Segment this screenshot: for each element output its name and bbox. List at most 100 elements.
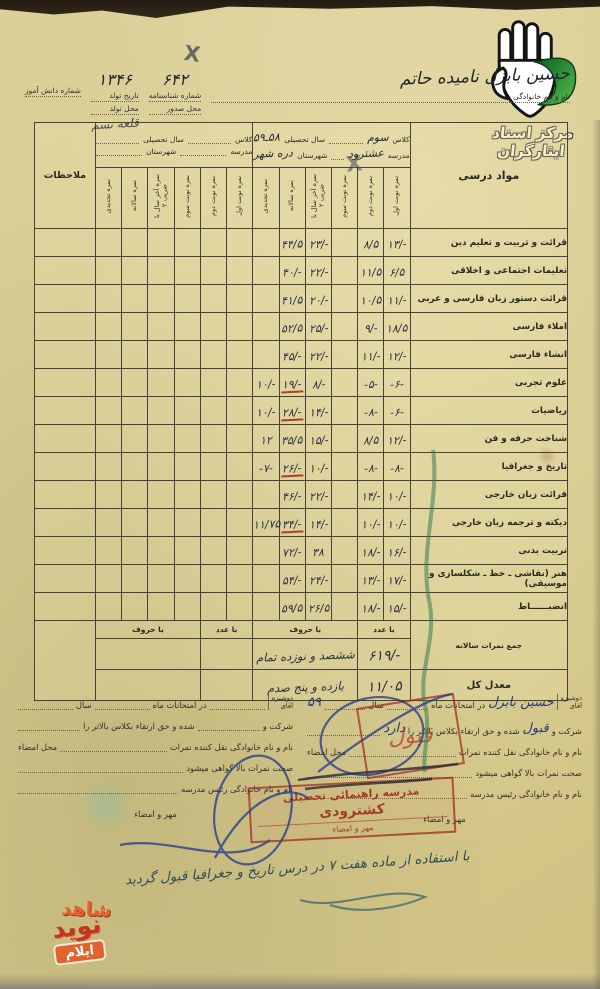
grade-cell: ۱۰/- bbox=[252, 396, 280, 425]
score-column-header: نمره سالانه bbox=[121, 167, 149, 229]
grade-cell: ۳۸ bbox=[304, 536, 333, 565]
grade-cell: ۴۵/- bbox=[278, 340, 306, 369]
score-columns-row: نمره نوبت اول نمره نوبت دوم نمره نوبت سوم ن… bbox=[35, 167, 568, 229]
grade-cell-empty bbox=[94, 592, 123, 621]
grade-cell: ۱۰/- bbox=[383, 480, 411, 509]
certify-text: صحت نمرات بالا گواهی میشود bbox=[186, 763, 293, 774]
grade-cell: ۲۶/- bbox=[278, 452, 306, 481]
grade-cell bbox=[330, 592, 359, 621]
grade-cell-empty bbox=[199, 480, 228, 509]
grade-cell bbox=[330, 340, 359, 369]
subject-name: شناخت حرفه و فن bbox=[409, 424, 569, 453]
grade-cell-empty bbox=[199, 564, 228, 593]
subjects-header: مواد درسی bbox=[409, 122, 569, 229]
grade-cell-empty bbox=[173, 424, 201, 453]
subject-row: تعلیمات اجتماعی و اخلاقی ۶/۵ ۱۱/۵ ۲۲/- ۴۰/- bbox=[34, 256, 569, 285]
left-class-info: کلاس سال تحصیلی مدرسه شهرستان bbox=[94, 122, 254, 168]
score-column-header: نمره نوبت دوم bbox=[357, 167, 385, 229]
grade-cell-empty bbox=[147, 536, 175, 565]
remarks-cell bbox=[34, 508, 96, 537]
grade-cell-empty bbox=[94, 396, 123, 425]
grade-cell: ۱۴/- bbox=[304, 396, 333, 425]
grade-cell-empty bbox=[173, 284, 201, 313]
grade-cell-empty bbox=[94, 228, 123, 257]
principal-text: نام و نام خانوادگی رئیس مدرسه bbox=[470, 789, 582, 800]
transcriber-text: نام و نام خانوادگی نقل کننده نمرات bbox=[169, 742, 293, 753]
grade-cell-empty bbox=[147, 256, 175, 285]
birth-group: ۱۳۴۶ تاریخ تولد محل تولد قلعه تسم bbox=[91, 70, 139, 132]
grade-cell-empty bbox=[121, 228, 149, 257]
exam-year-value: ۵۹ bbox=[306, 695, 321, 711]
grade-cell bbox=[330, 564, 359, 593]
grade-cell: -۶- bbox=[383, 396, 411, 425]
school-value: عشترود bbox=[347, 146, 384, 161]
navid-shahed-logo: شاهد نوید ایلام bbox=[19, 892, 136, 968]
grade-cell: ۴۴/۵ bbox=[278, 228, 306, 257]
seal-text: مهر و امضاء bbox=[134, 809, 177, 820]
grade-cell-empty bbox=[147, 592, 175, 621]
grade-cell: ۴۶/- bbox=[278, 480, 306, 509]
grade-cell: -۸- bbox=[357, 396, 385, 425]
signature-place-label: محل امضاء bbox=[307, 747, 347, 758]
grade-cell: ۱۱/۵ bbox=[357, 256, 385, 285]
seal-text: مهر و امضاء bbox=[423, 814, 466, 825]
subject-name: انشاء فارسی bbox=[409, 340, 569, 369]
grade-cell: ۱۵/- bbox=[383, 592, 411, 621]
grade-cell-empty bbox=[147, 480, 175, 509]
grade-cell bbox=[252, 592, 280, 621]
grade-cell: ۱۷/- bbox=[383, 564, 411, 593]
subject-name: علوم تجربی bbox=[409, 368, 569, 397]
student-name-group: حسین بابزل نامیده حاتم نام و نام خانوادگ… bbox=[211, 64, 570, 103]
brand-region: ایلام bbox=[54, 940, 106, 964]
remarks-cell bbox=[34, 452, 96, 481]
grade-cell: ۱۸/- bbox=[357, 536, 385, 565]
grade-cell-empty bbox=[199, 452, 228, 481]
grade-cell: ۱۱/- bbox=[357, 340, 385, 369]
grade-cell: ۶/۵ bbox=[383, 256, 411, 285]
totals-subheader-row: جمع نمرات سالانه با عدد با حروف با عدد ب… bbox=[34, 620, 569, 701]
grade-cell-empty bbox=[173, 312, 201, 341]
grade-cell: ۸/۵ bbox=[357, 424, 385, 453]
in-words-label: با حروف bbox=[94, 620, 201, 639]
grade-cell-empty bbox=[226, 564, 254, 593]
grade-cell bbox=[330, 256, 359, 285]
participation-prefix: شرکت و bbox=[262, 721, 293, 732]
grade-cell bbox=[330, 508, 359, 537]
subject-row: هنر (نقاشی ـ خط ـ شکلسازی و موسیقی) ۱۷/- ۱… bbox=[34, 564, 569, 593]
grade-cell-empty bbox=[226, 396, 254, 425]
grade-cell-empty bbox=[199, 592, 228, 621]
grade-cell-empty bbox=[121, 508, 149, 537]
id-number-value: ۶۴۲ bbox=[162, 70, 188, 89]
student-header-fields: حسین بابزل نامیده حاتم نام و نام خانوادگ… bbox=[25, 64, 570, 132]
remarks-cell bbox=[34, 312, 96, 341]
grade-cell-empty bbox=[147, 284, 175, 313]
subject-name: ریاضیات bbox=[409, 396, 569, 425]
subject-row: املاء فارسی ۱۸/۵ ۹/- ۲۵/- ۵۲/۵ bbox=[34, 312, 569, 341]
grade-cell-empty bbox=[173, 592, 201, 621]
grade-cell-empty bbox=[94, 368, 123, 397]
subject-name: تاریخ و جغرافیا bbox=[409, 452, 569, 481]
examinee-name-value: حسین بابزل bbox=[488, 695, 554, 711]
grade-cell-empty bbox=[226, 228, 254, 257]
grade-cell: ۱۸/۵ bbox=[383, 312, 411, 341]
score-column-header: نمره نوبت سوم bbox=[330, 167, 359, 229]
grade-cell bbox=[252, 480, 280, 509]
grade-cell: -۵- bbox=[357, 368, 385, 397]
grade-cell bbox=[330, 284, 359, 313]
handwritten-note: با استفاده از ماده هفت ۷ در درس تاریخ و … bbox=[124, 848, 471, 889]
grade-cell: ۲۲/- bbox=[304, 340, 333, 369]
subject-name: قرائت و تربیت و تعلیم دین bbox=[409, 228, 569, 257]
grade-cell-empty bbox=[226, 424, 254, 453]
subject-row: دیکته و ترجمه زبان خارجی ۱۰/- ۱۰/- ۱۴/- ۳۴/-… bbox=[34, 508, 569, 537]
grade-cell-empty bbox=[94, 424, 123, 453]
participation-prefix: شرکت و bbox=[551, 726, 582, 737]
student-number-label: شماره دانش آموز bbox=[25, 86, 81, 97]
grade-cell: ۲۵/- bbox=[304, 312, 333, 341]
grade-cell: ۵۴/- bbox=[278, 564, 306, 593]
grade-cell-empty bbox=[121, 368, 149, 397]
grade-cell: ۳۵/۵ bbox=[278, 424, 306, 453]
grade-cell bbox=[252, 228, 280, 257]
grade-cell: ۴۱/۵ bbox=[278, 284, 306, 313]
birth-date-value: ۱۳۴۶ bbox=[97, 70, 132, 89]
grade-cell-empty bbox=[199, 424, 228, 453]
